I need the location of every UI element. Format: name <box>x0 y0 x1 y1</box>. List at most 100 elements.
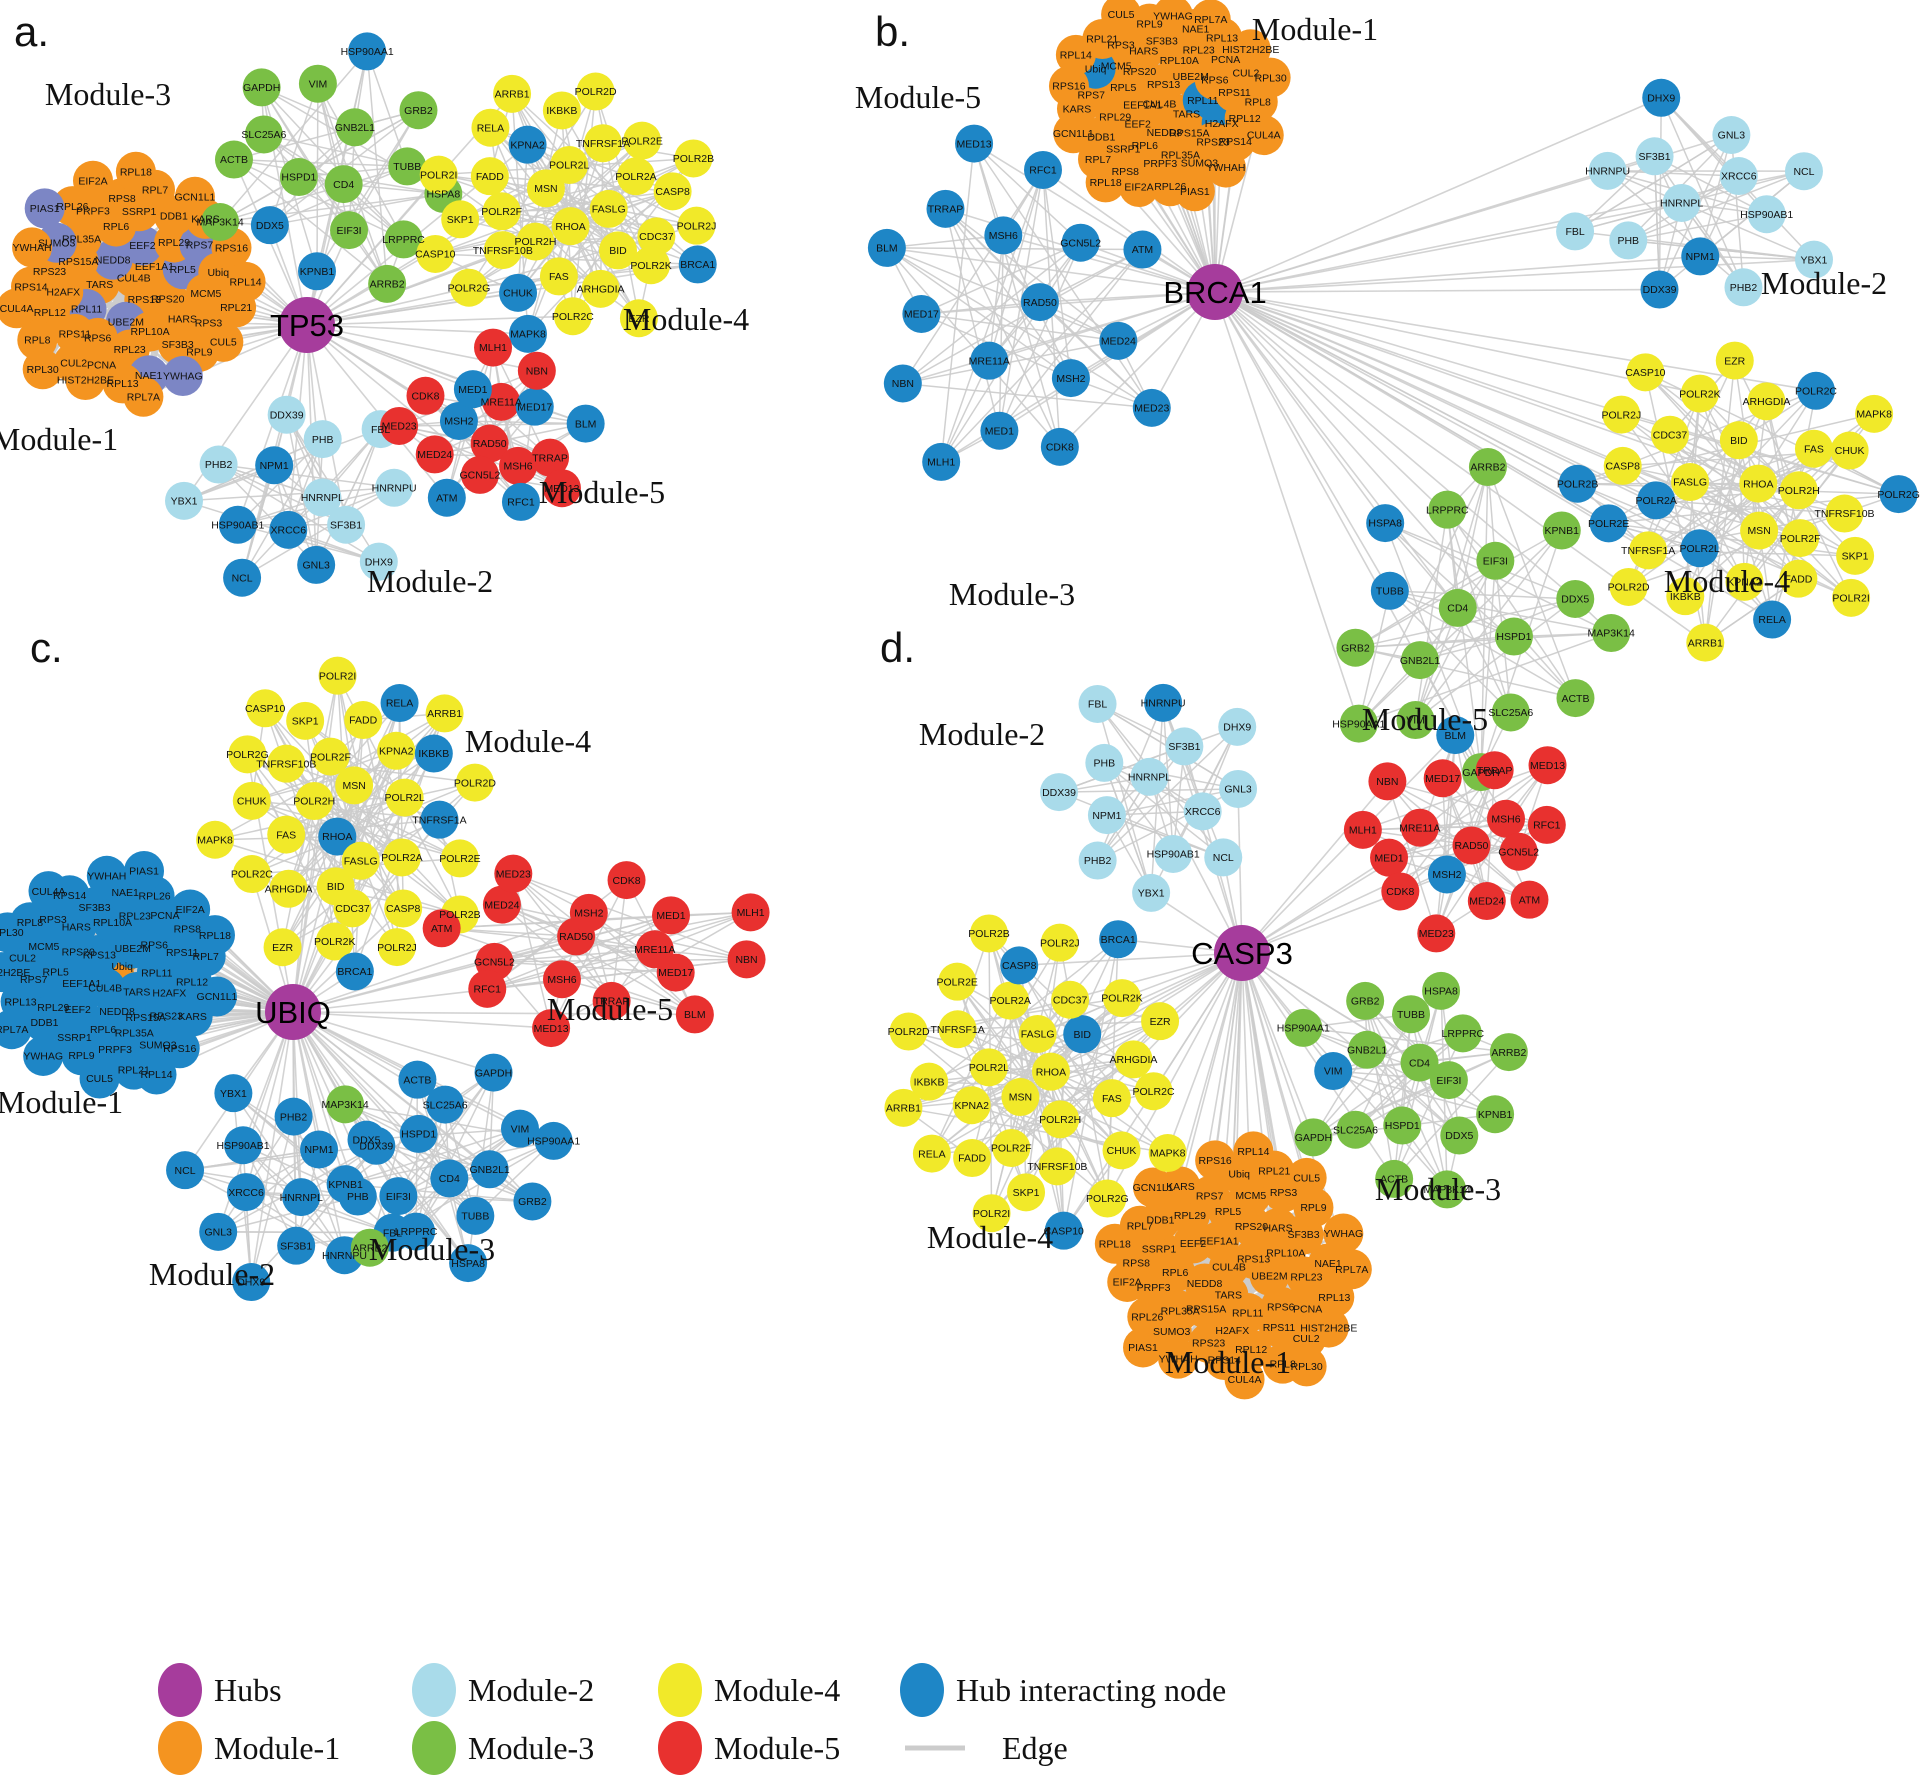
node-SLC25A6[interactable] <box>1336 1110 1375 1149</box>
node-POLR2C[interactable] <box>232 855 271 894</box>
node-GNB2L1[interactable] <box>1348 1030 1387 1069</box>
node-CUL5[interactable] <box>79 1058 120 1099</box>
node-ATM[interactable] <box>427 478 466 517</box>
node-RPS16[interactable] <box>1195 1140 1236 1181</box>
node-NPM1[interactable] <box>300 1130 339 1169</box>
node-CD4[interactable] <box>1438 588 1477 627</box>
node-FASLG[interactable] <box>1671 463 1710 502</box>
node-CUL4A[interactable] <box>0 288 37 329</box>
node-RAD50[interactable] <box>1452 826 1491 865</box>
node-GCN1L1[interactable] <box>1053 113 1094 154</box>
node-POLR2F[interactable] <box>992 1128 1031 1167</box>
node-GRB2[interactable] <box>1336 628 1375 667</box>
node-RPL18[interactable] <box>1094 1223 1135 1264</box>
node-POLR2K[interactable] <box>315 922 354 961</box>
node-EIF2A[interactable] <box>1119 167 1160 208</box>
node-PHB2[interactable] <box>274 1097 313 1136</box>
node-BLM[interactable] <box>867 228 906 267</box>
node-DDX5[interactable] <box>250 206 289 245</box>
node-PIAS1[interactable] <box>1123 1327 1164 1368</box>
node-EIF3I[interactable] <box>1476 541 1515 580</box>
node-BLM[interactable] <box>1436 716 1475 755</box>
node-ARRB2[interactable] <box>1468 448 1507 487</box>
node-HSP90AA1[interactable] <box>534 1121 573 1160</box>
node-DDX5[interactable] <box>1440 1116 1479 1155</box>
node-XRCC6[interactable] <box>227 1173 266 1212</box>
node-CUL5[interactable] <box>1101 0 1142 35</box>
node-EIF2A[interactable] <box>170 889 211 930</box>
node-YWHAH[interactable] <box>12 227 53 268</box>
node-HSPD1[interactable] <box>399 1114 438 1153</box>
node-FBL[interactable] <box>1556 212 1595 251</box>
node-RHOA[interactable] <box>318 817 357 856</box>
node-HSPA8[interactable] <box>1422 971 1461 1010</box>
node-ATM[interactable] <box>422 909 461 948</box>
node-CHUK[interactable] <box>1102 1131 1141 1170</box>
node-EIF2A[interactable] <box>72 160 113 201</box>
node-ARHGDIA[interactable] <box>581 269 620 308</box>
hub-node-UBIQ[interactable] <box>265 984 321 1040</box>
node-HNRNPU[interactable] <box>1144 683 1183 722</box>
node-POLR2I[interactable] <box>318 656 357 695</box>
node-POLR2L[interactable] <box>969 1048 1008 1087</box>
node-RHOA[interactable] <box>551 207 590 246</box>
node-MED23[interactable] <box>494 854 533 893</box>
node-RPL18[interactable] <box>194 915 235 956</box>
node-POLR2A[interactable] <box>1637 481 1676 520</box>
node-HSPA8[interactable] <box>1366 504 1405 543</box>
node-KPNB1[interactable] <box>1542 511 1581 550</box>
node-HSP90AB1[interactable] <box>1154 834 1193 873</box>
node-MSH6[interactable] <box>984 216 1023 255</box>
node-POLR2D[interactable] <box>1609 567 1648 606</box>
node-POLR2H[interactable] <box>295 782 334 821</box>
node-MAPK8[interactable] <box>1148 1134 1187 1173</box>
node-GRB2[interactable] <box>1346 981 1385 1020</box>
node-GCN5L2[interactable] <box>460 455 499 494</box>
node-MAP3K14[interactable] <box>1592 614 1631 653</box>
node-HSP90AB1[interactable] <box>224 1126 263 1165</box>
node-GRB2[interactable] <box>399 91 438 130</box>
node-CASP8[interactable] <box>1603 446 1642 485</box>
node-RELA[interactable] <box>380 684 419 723</box>
node-XRCC6[interactable] <box>269 510 308 549</box>
node-TNFRSF10B[interactable] <box>483 231 522 270</box>
node-TUBB[interactable] <box>388 147 427 186</box>
node-FASLG[interactable] <box>1018 1014 1057 1053</box>
node-BID[interactable] <box>599 231 638 270</box>
node-ARHGDIA[interactable] <box>269 869 308 908</box>
node-PHB[interactable] <box>1609 221 1648 260</box>
node-YWHAG[interactable] <box>162 356 203 397</box>
node-MSN[interactable] <box>1001 1078 1040 1117</box>
node-VIM[interactable] <box>1396 701 1435 740</box>
node-RPL26[interactable] <box>1127 1296 1168 1337</box>
node-MED1[interactable] <box>1370 838 1409 877</box>
node-GNL3[interactable] <box>297 545 336 584</box>
node-NPM1[interactable] <box>1681 237 1720 276</box>
node-HNRNPL[interactable] <box>1662 183 1701 222</box>
node-MAPK8[interactable] <box>508 314 547 353</box>
node-POLR2E[interactable] <box>938 962 977 1001</box>
node-POLR2B[interactable] <box>1558 464 1597 503</box>
node-DDX39[interactable] <box>1039 773 1078 812</box>
node-POLR2G[interactable] <box>449 268 488 307</box>
node-YWHAG[interactable] <box>1323 1213 1364 1254</box>
node-MED23[interactable] <box>1132 388 1171 427</box>
node-HIST2H2BE[interactable] <box>1230 29 1271 70</box>
node-MAP3K14[interactable] <box>201 202 240 241</box>
node-RPL30[interactable] <box>22 349 63 390</box>
node-ATM[interactable] <box>1123 230 1162 269</box>
node-YBX1[interactable] <box>1794 240 1833 279</box>
node-HSP90AB1[interactable] <box>218 505 257 544</box>
node-RFC1[interactable] <box>1024 150 1063 189</box>
node-RPL30[interactable] <box>1286 1346 1327 1387</box>
node-MED23[interactable] <box>1417 914 1456 953</box>
node-TUBB[interactable] <box>1392 995 1431 1034</box>
node-POLR2E[interactable] <box>1589 504 1628 543</box>
node-FAS[interactable] <box>1092 1079 1131 1118</box>
node-ARRB2[interactable] <box>1489 1033 1528 1072</box>
node-RPL7A[interactable] <box>123 376 164 417</box>
node-POLR2L[interactable] <box>550 145 589 184</box>
node-SF3B1[interactable] <box>1635 137 1674 176</box>
node-RELA[interactable] <box>912 1134 951 1173</box>
node-IKBKB[interactable] <box>414 734 453 773</box>
